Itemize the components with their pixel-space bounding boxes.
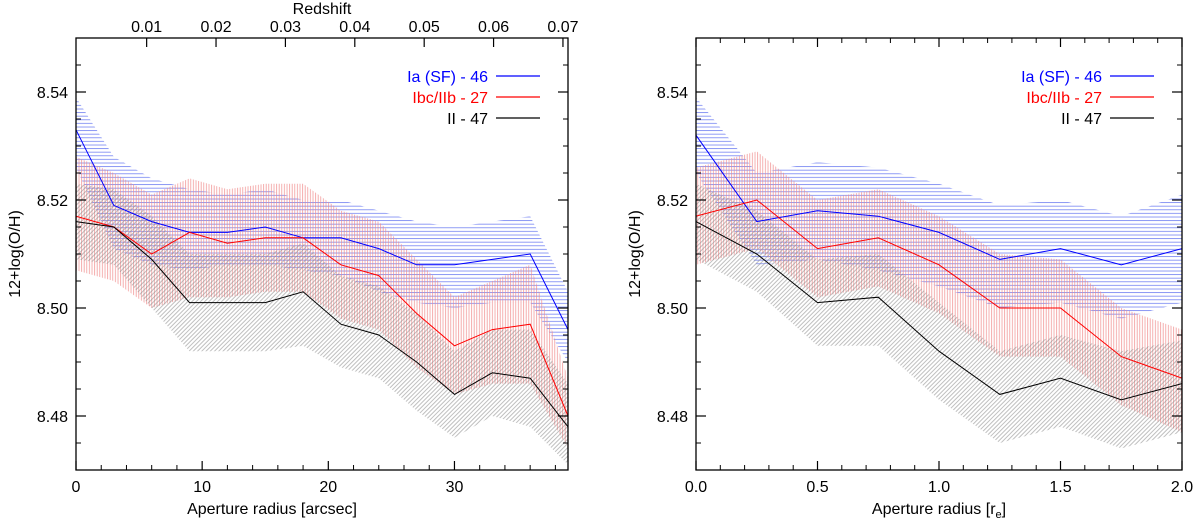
- y-axis-ticks: 8.48 8.50 8.52 8.54: [657, 37, 1182, 471]
- legend: Ia (SF) - 46 Ibc/IIb - 27 II - 47: [1021, 69, 1154, 128]
- error-bands: [76, 97, 568, 465]
- legend-label-ia-sf: Ia (SF) - 46: [1021, 69, 1102, 86]
- top-tick-label: 0.07: [547, 19, 578, 36]
- error-band-ibc-iib: [696, 151, 1182, 433]
- top-axis-ticks: 0.01 0.02 0.03 0.04 0.05 0.06 0.07: [131, 19, 579, 47]
- series-line-ia-sf: [696, 134, 1182, 266]
- series-line-ibc-iib: [76, 215, 568, 417]
- legend-label-ia-sf: Ia (SF) - 46: [407, 69, 488, 86]
- x-axis-ticks: 0.0 0.5 1.0 1.5 2.0: [685, 38, 1193, 496]
- y-tick-label: 8.52: [37, 193, 68, 210]
- y-tick-label: 8.50: [37, 301, 68, 318]
- series-line-ii: [696, 221, 1182, 401]
- legend-label-ii: II - 47: [1061, 111, 1102, 128]
- series-lines: [76, 129, 568, 428]
- error-band-ii: [696, 183, 1182, 449]
- right-panel: 0.0 0.5 1.0 1.5 2.0 8.48 8.50 8.52 8.54 Ia (SF)…: [627, 37, 1193, 521]
- series-line-ia-sf: [76, 129, 568, 330]
- x-tick-label: 0.5: [806, 479, 828, 496]
- x-tick-label: 1.0: [928, 479, 950, 496]
- x-axis-ticks: 0 10 20 30: [72, 461, 556, 496]
- y-axis-ticks: 8.48 8.50 8.52 8.54: [37, 37, 568, 471]
- x-tick-label: 10: [193, 479, 211, 496]
- x-axis-title-main: Aperture radius [r: [872, 501, 996, 518]
- x-axis-title-suffix: ]: [1002, 501, 1006, 518]
- y-tick-label: 8.54: [37, 85, 68, 102]
- top-tick-label: 0.06: [478, 19, 509, 36]
- series-line-ii: [76, 221, 568, 428]
- top-tick-label: 0.03: [270, 19, 301, 36]
- y-tick-label: 8.54: [657, 85, 688, 102]
- x-tick-label: 30: [446, 479, 464, 496]
- x-tick-label: 0: [72, 479, 81, 496]
- top-tick-label: 0.01: [131, 19, 162, 36]
- top-axis-title: Redshift: [293, 1, 352, 18]
- legend: Ia (SF) - 46 Ibc/IIb - 27 II - 47: [407, 69, 540, 128]
- x-tick-label: 2.0: [1171, 479, 1193, 496]
- x-axis-title: Aperture radius [arcsec]: [187, 501, 357, 518]
- error-band-ii: [76, 183, 568, 465]
- y-tick-label: 8.48: [37, 409, 68, 426]
- y-tick-label: 8.50: [657, 301, 688, 318]
- error-bands: [696, 97, 1182, 449]
- x-tick-label: 0.0: [685, 479, 707, 496]
- left-panel: 0 10 20 30 8.488.508.528.54 0.01 0.02 0.03 0.0…: [7, 1, 579, 518]
- series-line-ibc-iib: [696, 199, 1182, 379]
- top-tick-label: 0.02: [200, 19, 231, 36]
- top-tick-label: 0.05: [409, 19, 440, 36]
- x-axis-title: Aperture radius [re]: [872, 501, 1006, 521]
- y-axis-title: 12+log(O/H): [7, 210, 24, 298]
- y-tick-label: 8.48: [657, 409, 688, 426]
- legend-label-ii: II - 47: [447, 111, 488, 128]
- x-tick-label: 20: [319, 479, 337, 496]
- x-tick-label: 1.5: [1049, 479, 1071, 496]
- legend-label-ibc-iib: Ibc/IIb - 27: [412, 90, 488, 107]
- top-tick-label: 0.04: [339, 19, 370, 36]
- series-lines: [696, 134, 1182, 401]
- y-tick-label: 8.52: [657, 193, 688, 210]
- legend-label-ibc-iib: Ibc/IIb - 27: [1026, 90, 1102, 107]
- x-axis-title-subscript: e: [996, 509, 1002, 521]
- y-axis-title: 12+log(O/H): [627, 210, 644, 298]
